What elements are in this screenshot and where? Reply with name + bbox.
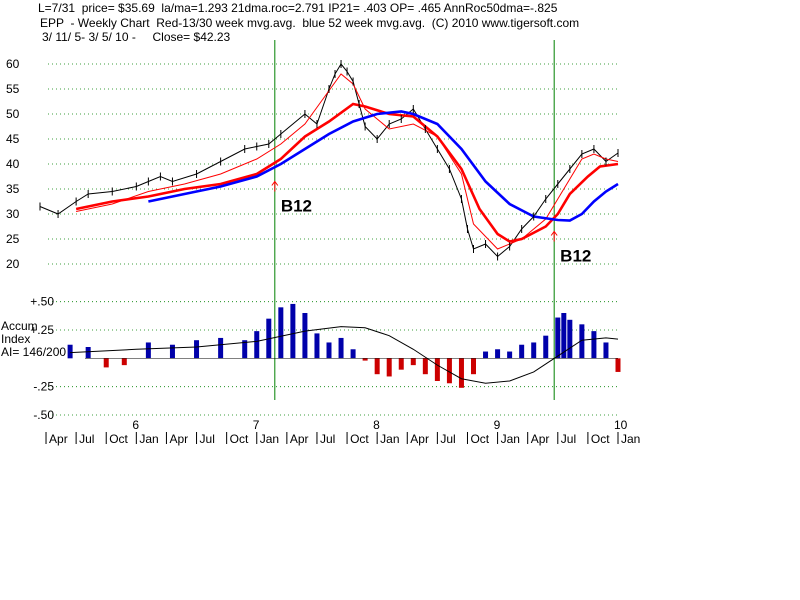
month-tick-label: Jul [440, 432, 455, 446]
series-line-ma52 [148, 110, 619, 222]
year-tick-label: 6 [132, 418, 139, 432]
accum-y-tick-label: +.50 [30, 295, 54, 309]
month-tick-label: Jul [320, 432, 335, 446]
month-tick-label: Jan [380, 432, 399, 446]
accum-bar [410, 358, 416, 366]
accum-label-line1: Accum [1, 319, 38, 333]
price-y-tick-label: 20 [6, 257, 20, 271]
accum-bar [121, 358, 127, 366]
accum-label-line2: Index [1, 332, 31, 346]
accum-index-label: Accum Index AI= 146/200 [1, 320, 66, 359]
price-y-tick-label: 30 [6, 207, 20, 221]
month-tick-label: Oct [350, 432, 369, 446]
accum-bar [495, 349, 501, 359]
month-tick-label: Oct [470, 432, 489, 446]
accum-bar [398, 358, 404, 370]
price-y-tick-label: 60 [6, 57, 20, 71]
accum-bar [422, 358, 428, 375]
series-line-price [39, 63, 619, 258]
accum-y-tick-label: -.50 [33, 408, 54, 422]
accum-bar [338, 337, 344, 359]
accum-bar [603, 342, 609, 359]
month-tick-label: Jan [621, 432, 640, 446]
year-tick-label: 8 [373, 418, 380, 432]
price-y-tick-label: 50 [6, 107, 20, 121]
month-tick-label: Jan [501, 432, 520, 446]
accum-bar [483, 351, 489, 359]
month-tick-label: Jan [260, 432, 279, 446]
accum-bar [302, 313, 308, 359]
month-tick-label: Apr [49, 432, 68, 446]
signal-arrow-head [271, 180, 279, 186]
accum-bar [194, 340, 200, 359]
price-y-tick-label: 25 [6, 232, 20, 246]
accum-bar [242, 340, 248, 359]
accum-y-tick-label: -.25 [33, 380, 54, 394]
accum-bar [386, 358, 392, 377]
month-tick-label: Apr [410, 432, 429, 446]
series-line-ma13 [76, 73, 619, 250]
signal-arrow-head [550, 230, 558, 236]
accum-bar [290, 303, 296, 359]
price-y-tick-label: 40 [6, 157, 20, 171]
price-y-tick-label: 35 [6, 182, 20, 196]
accum-bar [567, 319, 573, 359]
accum-bar [374, 358, 380, 375]
month-tick-label: Apr [531, 432, 550, 446]
accum-bar [326, 342, 332, 359]
month-tick-label: Oct [109, 432, 128, 446]
series-line-ma30 [75, 102, 619, 243]
accum-bar [579, 324, 585, 359]
month-tick-label: Apr [290, 432, 309, 446]
header-stats-line: L=7/31 price= $35.69 la/ma=1.293 21dma.r… [38, 1, 558, 15]
accum-bar [519, 344, 525, 359]
accum-bar [615, 358, 621, 372]
month-tick-label: Oct [230, 432, 249, 446]
accum-bar [314, 333, 320, 359]
month-tick-label: Jul [79, 432, 94, 446]
accum-bar [254, 331, 260, 359]
price-y-tick-label: 45 [6, 132, 20, 146]
accum-bar [507, 351, 513, 359]
accum-bar [591, 331, 597, 359]
signal-label: B12 [281, 197, 312, 216]
month-tick-label: Apr [169, 432, 188, 446]
header-date-range-line: 3/ 11/ 5- 3/ 5/ 10 - Close= $42.23 [42, 30, 231, 44]
accum-bar [85, 347, 91, 359]
accum-bar [446, 358, 452, 384]
signal-label: B12 [560, 247, 591, 266]
accum-y-tick-label: +.25 [30, 323, 54, 337]
accum-bar [471, 358, 476, 375]
accum-bar [67, 344, 73, 359]
accum-bar [561, 313, 567, 359]
year-tick-label: 9 [494, 418, 501, 432]
month-tick-label: Jan [139, 432, 158, 446]
accum-bar [434, 358, 440, 381]
year-tick-label: 10 [614, 418, 628, 432]
accum-bar [169, 344, 175, 359]
accum-bar [103, 358, 109, 368]
month-tick-label: Jul [200, 432, 215, 446]
accum-bar [145, 342, 151, 359]
header-title-line: EPP - Weekly Chart Red-13/30 week mvg.av… [40, 16, 580, 30]
accum-bar [218, 337, 224, 359]
accum-bar [531, 342, 537, 359]
accum-bar [555, 317, 561, 359]
accum-ma-line [70, 326, 619, 384]
accum-bar [543, 335, 549, 359]
accum-bar [362, 358, 368, 361]
accum-label-line3: AI= 146/200 [1, 345, 67, 359]
year-tick-label: 7 [253, 418, 260, 432]
accum-bar [458, 358, 464, 388]
price-y-tick-label: 55 [6, 82, 20, 96]
month-tick-label: Oct [591, 432, 610, 446]
month-tick-label: Jul [561, 432, 576, 446]
accum-bar [350, 349, 356, 359]
accum-bar [278, 307, 284, 359]
